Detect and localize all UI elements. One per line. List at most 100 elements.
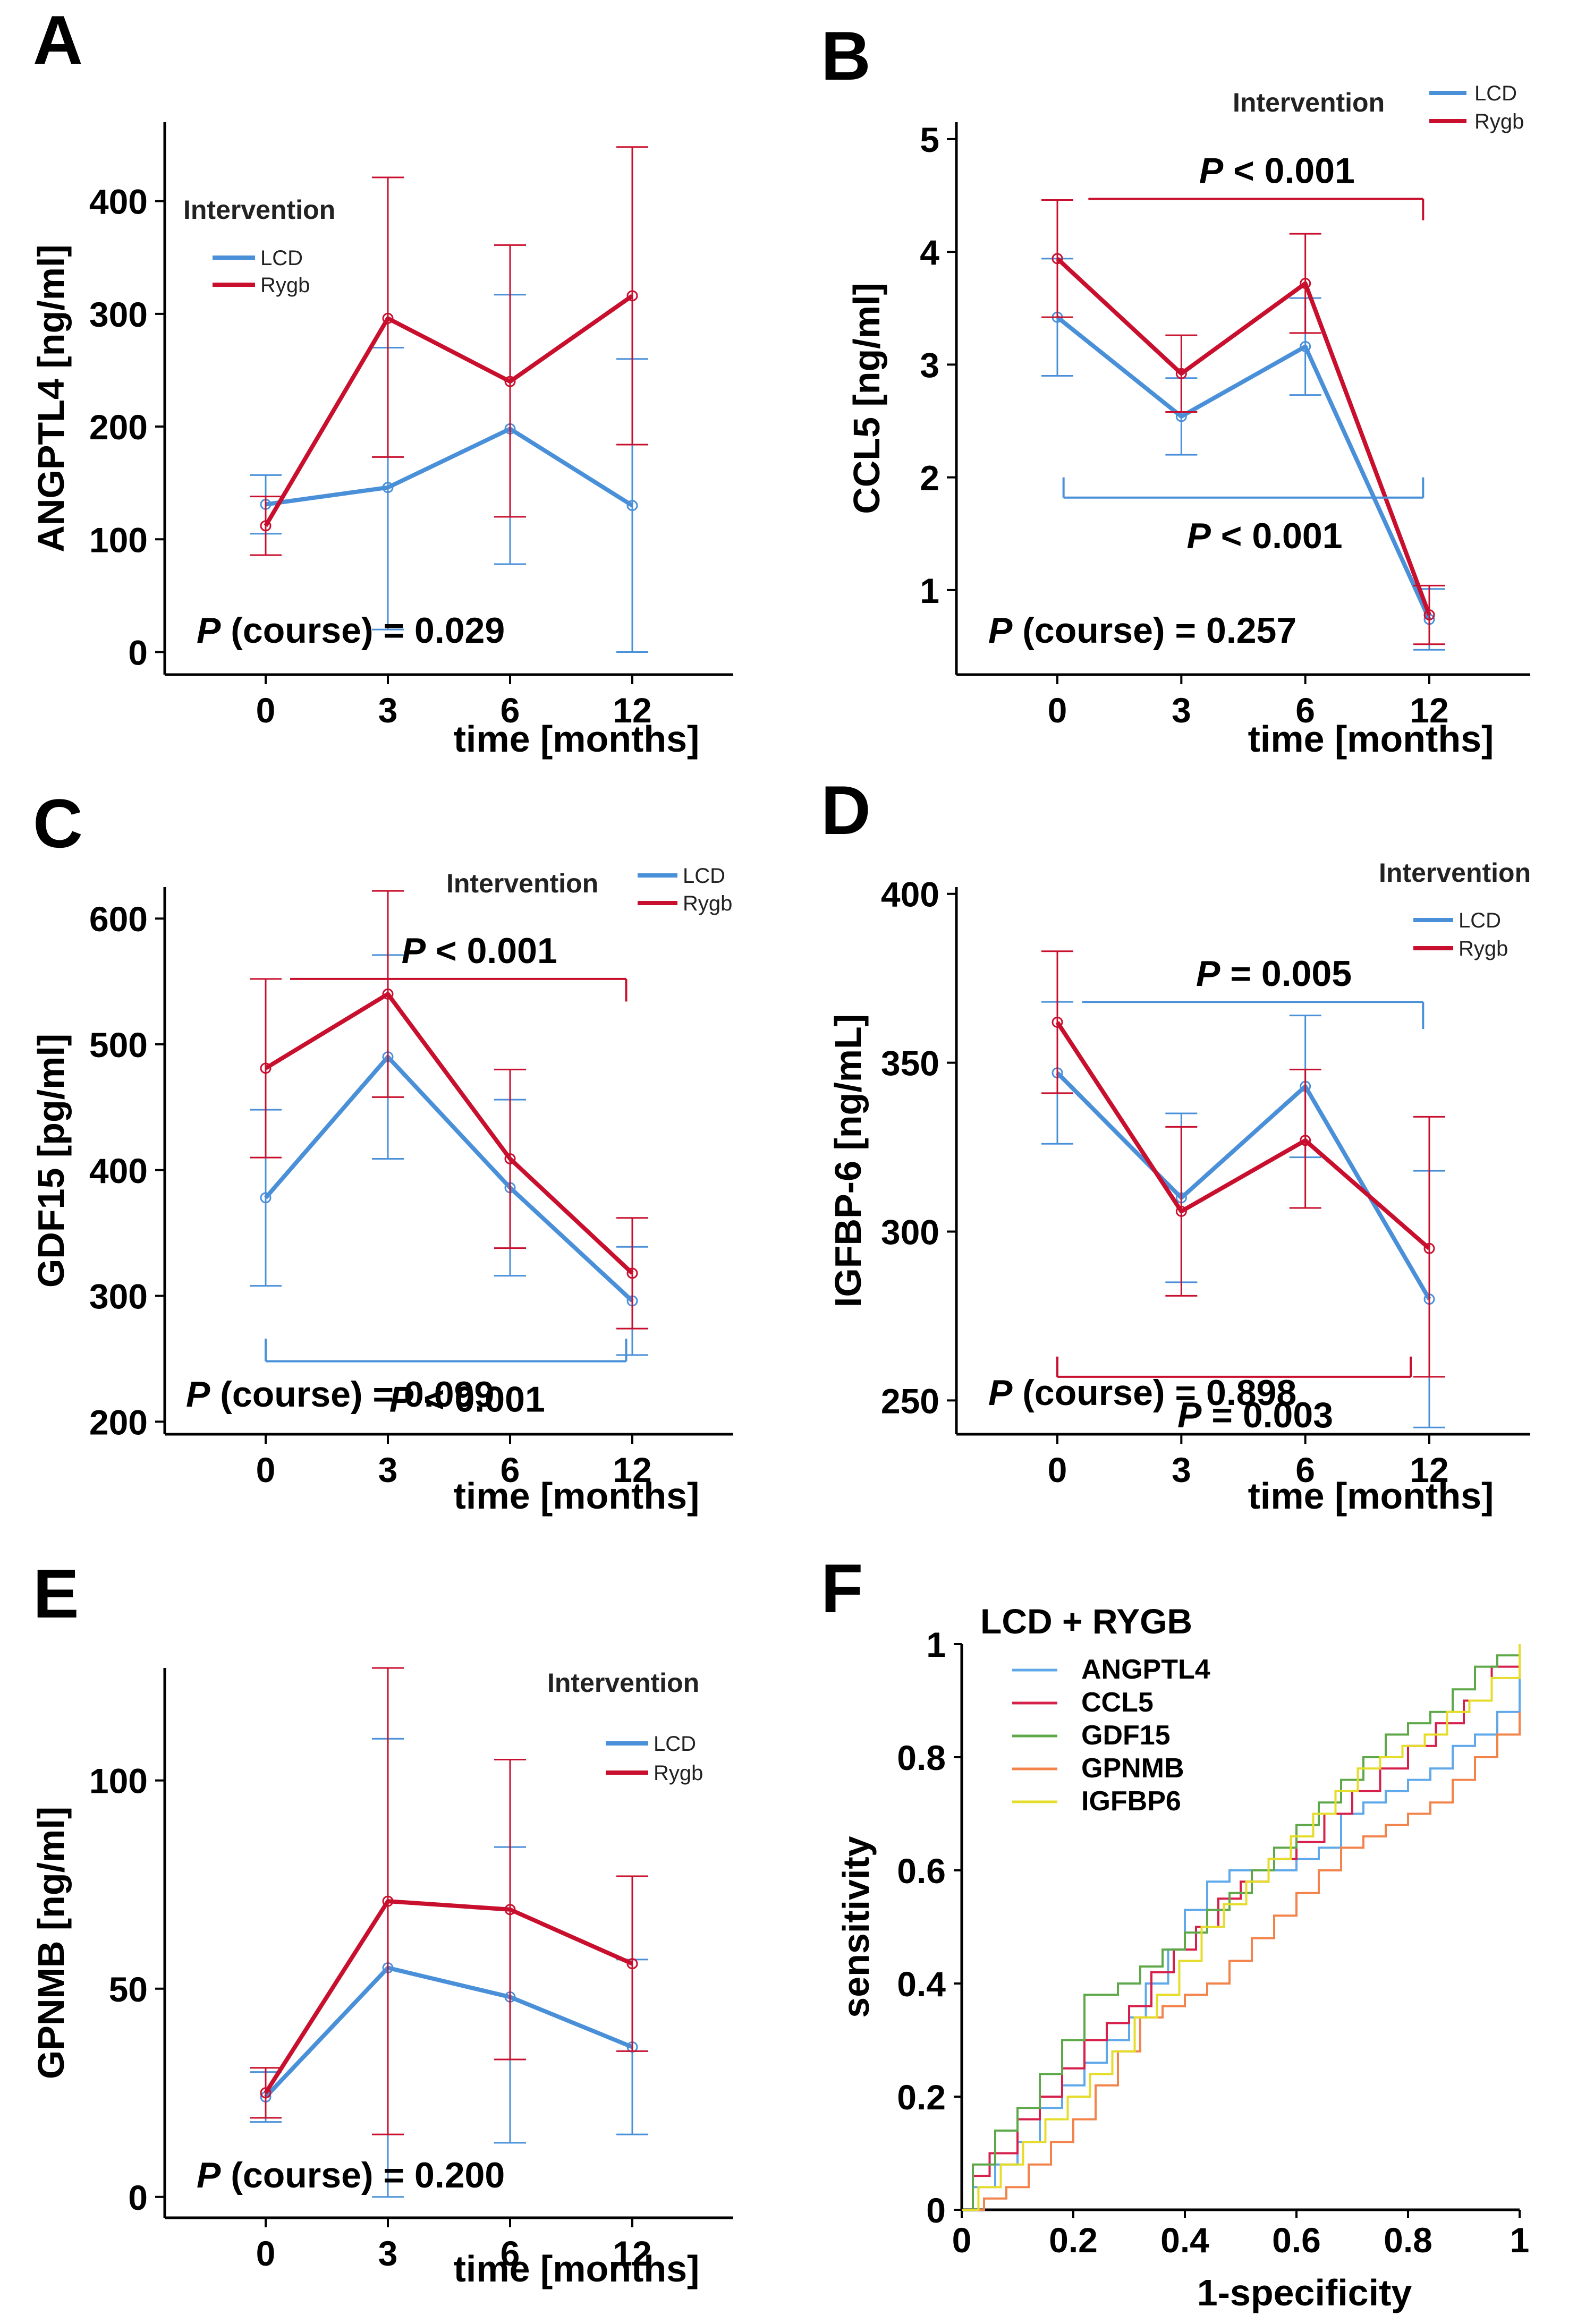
legend-label-lcd: LCD bbox=[654, 1732, 696, 1756]
legend-label-lcd: LCD bbox=[260, 246, 303, 270]
data-point-rygb bbox=[382, 1895, 394, 1907]
significance-bracket: P = 0.003 bbox=[1056, 1356, 1412, 1435]
y-tick-label: 400 bbox=[881, 875, 939, 914]
series-rygb bbox=[250, 1667, 648, 2135]
roc-curve-angptl4 bbox=[962, 1644, 1521, 2211]
legend-title: Intervention bbox=[547, 1668, 699, 1698]
data-point-rygb bbox=[1300, 1135, 1311, 1146]
x-tick-label: 12 bbox=[613, 691, 651, 730]
series-line-rygb bbox=[1056, 257, 1431, 616]
y-axis-label: ANGPTL4 [ng/ml] bbox=[30, 244, 72, 552]
legend-title: Intervention bbox=[183, 195, 335, 225]
x-tick-label: 3 bbox=[378, 1450, 398, 1489]
bracket-p-value: P < 0.001 bbox=[1199, 150, 1355, 191]
series-line-rygb bbox=[1055, 1021, 1431, 1250]
legend-label-rygb: Rygb bbox=[1459, 937, 1508, 960]
x-tick-label: 0.2 bbox=[1049, 2220, 1098, 2260]
y-tick-label: 0.8 bbox=[897, 1738, 946, 1777]
data-point-rygb bbox=[260, 1062, 272, 1074]
legend-label-gdf15: GDF15 bbox=[1081, 1720, 1171, 1751]
x-tick-label: 0 bbox=[256, 691, 276, 730]
data-point-rygb bbox=[1175, 368, 1187, 379]
x-tick-label: 12 bbox=[1410, 691, 1448, 730]
p-course-label: P (course) = 0.898 bbox=[988, 1373, 1296, 1413]
x-tick-label: 1 bbox=[1510, 2220, 1530, 2260]
series-line-rygb bbox=[264, 1899, 633, 2094]
x-axis-label: time [months] bbox=[454, 2248, 700, 2289]
series-lcd bbox=[1041, 1001, 1445, 1428]
panel-letter: A bbox=[33, 1, 83, 79]
panel-letter: C bbox=[33, 785, 83, 862]
x-tick-label: 3 bbox=[378, 2234, 398, 2273]
y-tick-label: 0.2 bbox=[897, 2078, 946, 2117]
data-point-rygb bbox=[382, 988, 394, 1000]
data-point-rygb bbox=[1423, 1242, 1435, 1254]
series-rygb bbox=[250, 146, 648, 556]
y-tick-label: 50 bbox=[109, 1970, 148, 2009]
panel-f-roc: F 0 0.2 0.4 0.6 0.8 1 0 0.2 0.4 0.6 0.8 1 1-specifici… bbox=[821, 1550, 1529, 2313]
y-tick-label: 100 bbox=[89, 1761, 148, 1801]
x-tick-label: 12 bbox=[1410, 1450, 1448, 1489]
y-tick-label: 2 bbox=[920, 458, 939, 498]
series-lcd bbox=[250, 1738, 648, 2198]
bracket-p-value: P < 0.001 bbox=[402, 931, 557, 971]
y-tick-label: 500 bbox=[89, 1025, 148, 1065]
x-tick-label: 0 bbox=[256, 2234, 276, 2273]
y-tick-label: 3 bbox=[920, 345, 939, 385]
data-point-rygb bbox=[1175, 1205, 1187, 1217]
y-tick-label: 300 bbox=[89, 1277, 148, 1316]
significance-bracket: P < 0.001 bbox=[265, 1339, 628, 1420]
y-tick-label: 100 bbox=[89, 520, 148, 559]
x-tick-label: 0 bbox=[1048, 1450, 1067, 1489]
legend-title: Intervention bbox=[1233, 88, 1385, 117]
p-course-label: P (course) = 0.257 bbox=[988, 610, 1296, 651]
series-line-rygb bbox=[264, 294, 634, 527]
p-course-label: P (course) = 0.029 bbox=[197, 610, 505, 651]
bracket-p-value: P < 0.001 bbox=[1186, 516, 1342, 556]
x-tick-label: 0.4 bbox=[1160, 2220, 1209, 2260]
series-line-rygb bbox=[264, 992, 634, 1275]
y-tick-label: 200 bbox=[89, 1402, 148, 1442]
data-point-rygb bbox=[260, 2087, 272, 2099]
series-rygb bbox=[1041, 199, 1445, 645]
y-tick-label: 0.4 bbox=[897, 1964, 946, 2004]
legend: Intervention LCD Rygb bbox=[446, 864, 732, 915]
legend-label-rygb: Rygb bbox=[1474, 110, 1524, 133]
y-tick-label: 300 bbox=[89, 295, 148, 334]
data-point-rygb bbox=[1423, 609, 1435, 621]
significance-bracket: P < 0.001 bbox=[1088, 150, 1425, 220]
p-course-label: P (course) = 0.099 bbox=[186, 1374, 494, 1415]
y-tick-label: 4 bbox=[920, 233, 939, 272]
legend: Intervention LCD Rygb bbox=[547, 1668, 703, 1785]
legend-label-lcd: LCD bbox=[1474, 82, 1517, 105]
series-line-lcd bbox=[265, 427, 634, 508]
series-line-lcd bbox=[264, 1054, 634, 1303]
series-lcd bbox=[250, 954, 648, 1356]
bracket-p-value: P = 0.005 bbox=[1196, 954, 1352, 994]
roc-curve-igfbp6 bbox=[962, 1644, 1521, 2211]
data-point-rygb bbox=[1052, 253, 1063, 265]
panel-letter: B bbox=[821, 17, 871, 95]
data-point-rygb bbox=[382, 312, 394, 324]
y-tick-label: 1 bbox=[926, 1625, 946, 1664]
y-tick-label: 1 bbox=[920, 571, 939, 610]
x-tick-label: 0 bbox=[256, 1450, 276, 1489]
series-lcd bbox=[1041, 258, 1445, 651]
x-tick-label: 6 bbox=[501, 2234, 520, 2273]
y-axis-label: CCL5 [ng/ml] bbox=[846, 283, 887, 514]
y-tick-label: 0 bbox=[128, 633, 148, 672]
legend: Intervention LCD Rygb bbox=[183, 195, 335, 297]
x-axis-label: 1-specificity bbox=[1197, 2272, 1412, 2313]
x-tick-label: 3 bbox=[1172, 1450, 1191, 1489]
series-rygb bbox=[1041, 950, 1445, 1378]
legend: Intervention LCD Rygb bbox=[1233, 82, 1524, 133]
y-tick-label: 5 bbox=[920, 120, 939, 159]
y-axis-label: GDF15 [pg/ml] bbox=[30, 1034, 72, 1288]
legend-label-ccl5: CCL5 bbox=[1081, 1687, 1154, 1718]
series-line-lcd bbox=[1056, 316, 1431, 620]
y-axis-label: GPNMB [ng/ml] bbox=[30, 1807, 72, 2079]
